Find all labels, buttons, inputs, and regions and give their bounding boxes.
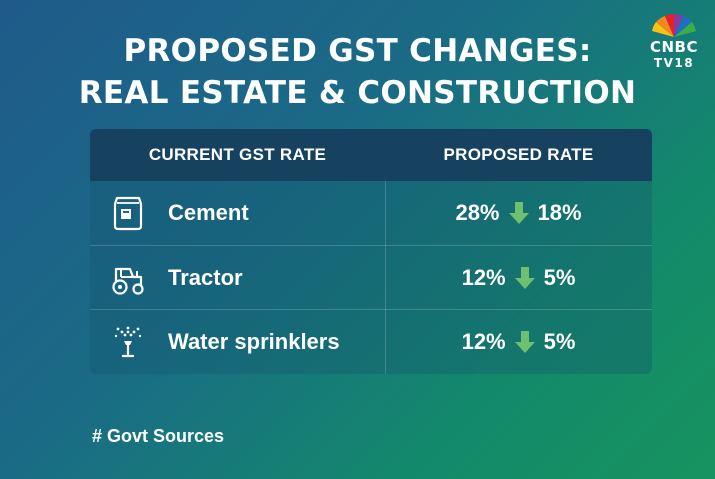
current-rate: 28%: [455, 199, 500, 225]
title-line-2: REAL ESTATE & CONSTRUCTION: [78, 75, 637, 111]
proposed-rate: 18%: [537, 199, 582, 225]
proposed-rate: 5%: [543, 264, 576, 290]
item-name: Cement: [168, 200, 249, 225]
table-row: Water sprinklers 12% 5%: [90, 309, 652, 373]
current-rate: 12%: [461, 328, 506, 354]
tractor-icon: [108, 259, 148, 297]
cement-bag-icon: [108, 194, 148, 232]
page-title: PROPOSED GST CHANGES: REAL ESTATE & CONS…: [0, 30, 715, 114]
water-sprinkler-icon: [108, 323, 148, 361]
title-line-1: PROPOSED GST CHANGES:: [123, 33, 592, 69]
column-divider: [385, 181, 386, 374]
proposed-rate: 5%: [543, 328, 576, 354]
rate-change: 28% 18%: [385, 181, 652, 244]
logo-text-cnbc: CNBC: [649, 38, 698, 56]
item-name: Water sprinklers: [168, 329, 340, 354]
rate-change: 12% 5%: [385, 310, 652, 373]
current-rate: 12%: [461, 264, 506, 290]
arrow-down-icon: [514, 330, 535, 353]
peacock-icon: [652, 14, 696, 37]
table-header: CURRENT GST RATE PROPOSED RATE: [90, 129, 652, 181]
gst-rate-table: CURRENT GST RATE PROPOSED RATE Cement 28…: [90, 129, 652, 374]
header-proposed-rate: PROPOSED RATE: [443, 145, 594, 164]
table-row: Tractor 12% 5%: [90, 245, 652, 309]
rate-change: 12% 5%: [385, 246, 652, 309]
item-name: Tractor: [168, 265, 243, 290]
arrow-down-icon: [508, 201, 529, 224]
cnbc-tv18-logo: CNBC TV18: [640, 8, 708, 72]
arrow-down-icon: [514, 266, 535, 289]
source-note: # Govt Sources: [92, 426, 225, 446]
header-current-gst-rate: CURRENT GST RATE: [148, 145, 327, 164]
table-row: Cement 28% 18%: [90, 181, 652, 244]
logo-text-tv18: TV18: [653, 56, 695, 70]
